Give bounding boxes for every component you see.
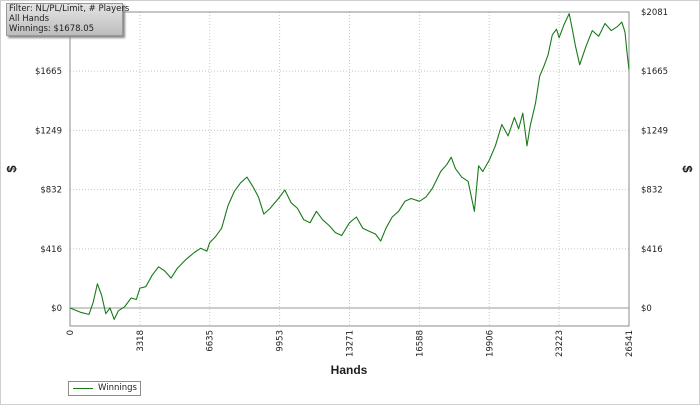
x-tick-label: 0: [66, 330, 76, 335]
y-axis-label-right: $: [680, 165, 695, 173]
winnings-summary-text: Winnings: $1678.05: [9, 24, 95, 35]
x-tick-label: 23223: [555, 330, 565, 357]
plot-area-border: [69, 11, 630, 327]
x-axis-ticks: 0 3318 6635 9953 13271 16588 19906 23223 26541: [66, 330, 635, 357]
x-axis-label: Hands: [331, 363, 368, 377]
y-tick-label-left: $416: [40, 245, 62, 255]
y-tick-label-right: $1665: [641, 67, 668, 77]
y-axis-ticks: $0 $0 $416 $416 $832 $832 $1249 $1249 $1665 $1665…: [35, 8, 668, 314]
winnings-series-line: [69, 13, 630, 320]
legend: Winnings: [68, 381, 141, 396]
x-tick-label: 19906: [485, 330, 495, 357]
y-tick-label-left: $1665: [35, 67, 62, 77]
y-tick-label-left: $0: [51, 304, 62, 314]
x-tick-label: 13271: [346, 330, 356, 357]
legend-swatch-winnings: [73, 388, 93, 389]
x-tick-label: 6635: [206, 330, 216, 352]
filter-info-box: Filter: NL/PL/Limit, # Players All Hands…: [6, 3, 130, 36]
y-tick-label-left: $1249: [35, 126, 62, 136]
y-tick-label-right: $0: [641, 304, 652, 314]
y-tick-label-right: $416: [641, 245, 663, 255]
y-tick-label-right: $1249: [641, 126, 668, 136]
x-tick-label: 3318: [136, 330, 146, 352]
y-tick-label-left: $832: [40, 186, 62, 196]
y-axis-label-left: $: [4, 165, 19, 173]
y-tick-label-right: $832: [641, 186, 663, 196]
y-tick-label-right: $2081: [641, 8, 668, 18]
grid-lines: [70, 11, 629, 326]
x-tick-label: 16588: [415, 330, 425, 357]
filter-text: Filter: NL/PL/Limit, # Players: [9, 4, 130, 14]
x-tick-label: 26541: [625, 330, 635, 357]
x-tick-label: 9953: [276, 330, 286, 352]
hands-filter-text: All Hands: [9, 14, 50, 25]
legend-label-winnings: Winnings: [98, 383, 137, 393]
